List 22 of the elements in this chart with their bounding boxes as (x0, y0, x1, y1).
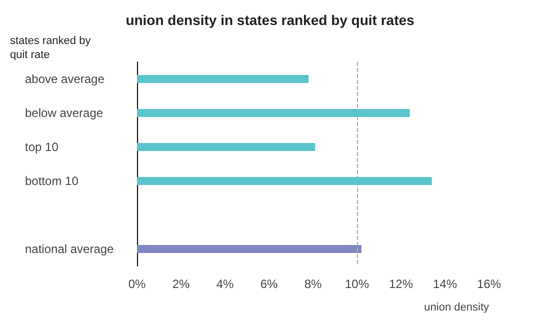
x-tick-label: 12% (388, 277, 414, 291)
y-tick-label: top 10 (25, 140, 59, 154)
y-tick-label: above average (25, 72, 105, 86)
x-tick-label: 2% (172, 277, 190, 291)
x-axis-title: union density (424, 302, 490, 314)
bar (137, 75, 309, 83)
x-tick-label: 16% (476, 277, 502, 291)
bar (137, 143, 316, 151)
x-tick-label: 6% (260, 277, 278, 291)
bar (137, 109, 410, 117)
x-tick-label: 14% (432, 277, 458, 291)
chart-title: union density in states ranked by quit rates (126, 12, 415, 28)
x-tick-label: 8% (304, 277, 322, 291)
bar (137, 177, 432, 185)
x-tick-label: 10% (344, 277, 370, 291)
x-tick-label: 0% (128, 277, 146, 291)
y-tick-label: bottom 10 (25, 174, 79, 188)
y-tick-label: national average (25, 242, 114, 256)
y-tick-label: below average (25, 106, 104, 120)
bar (137, 245, 362, 253)
y-axis-title: states ranked by quit rate (10, 35, 94, 61)
x-tick-label: 4% (216, 277, 234, 291)
